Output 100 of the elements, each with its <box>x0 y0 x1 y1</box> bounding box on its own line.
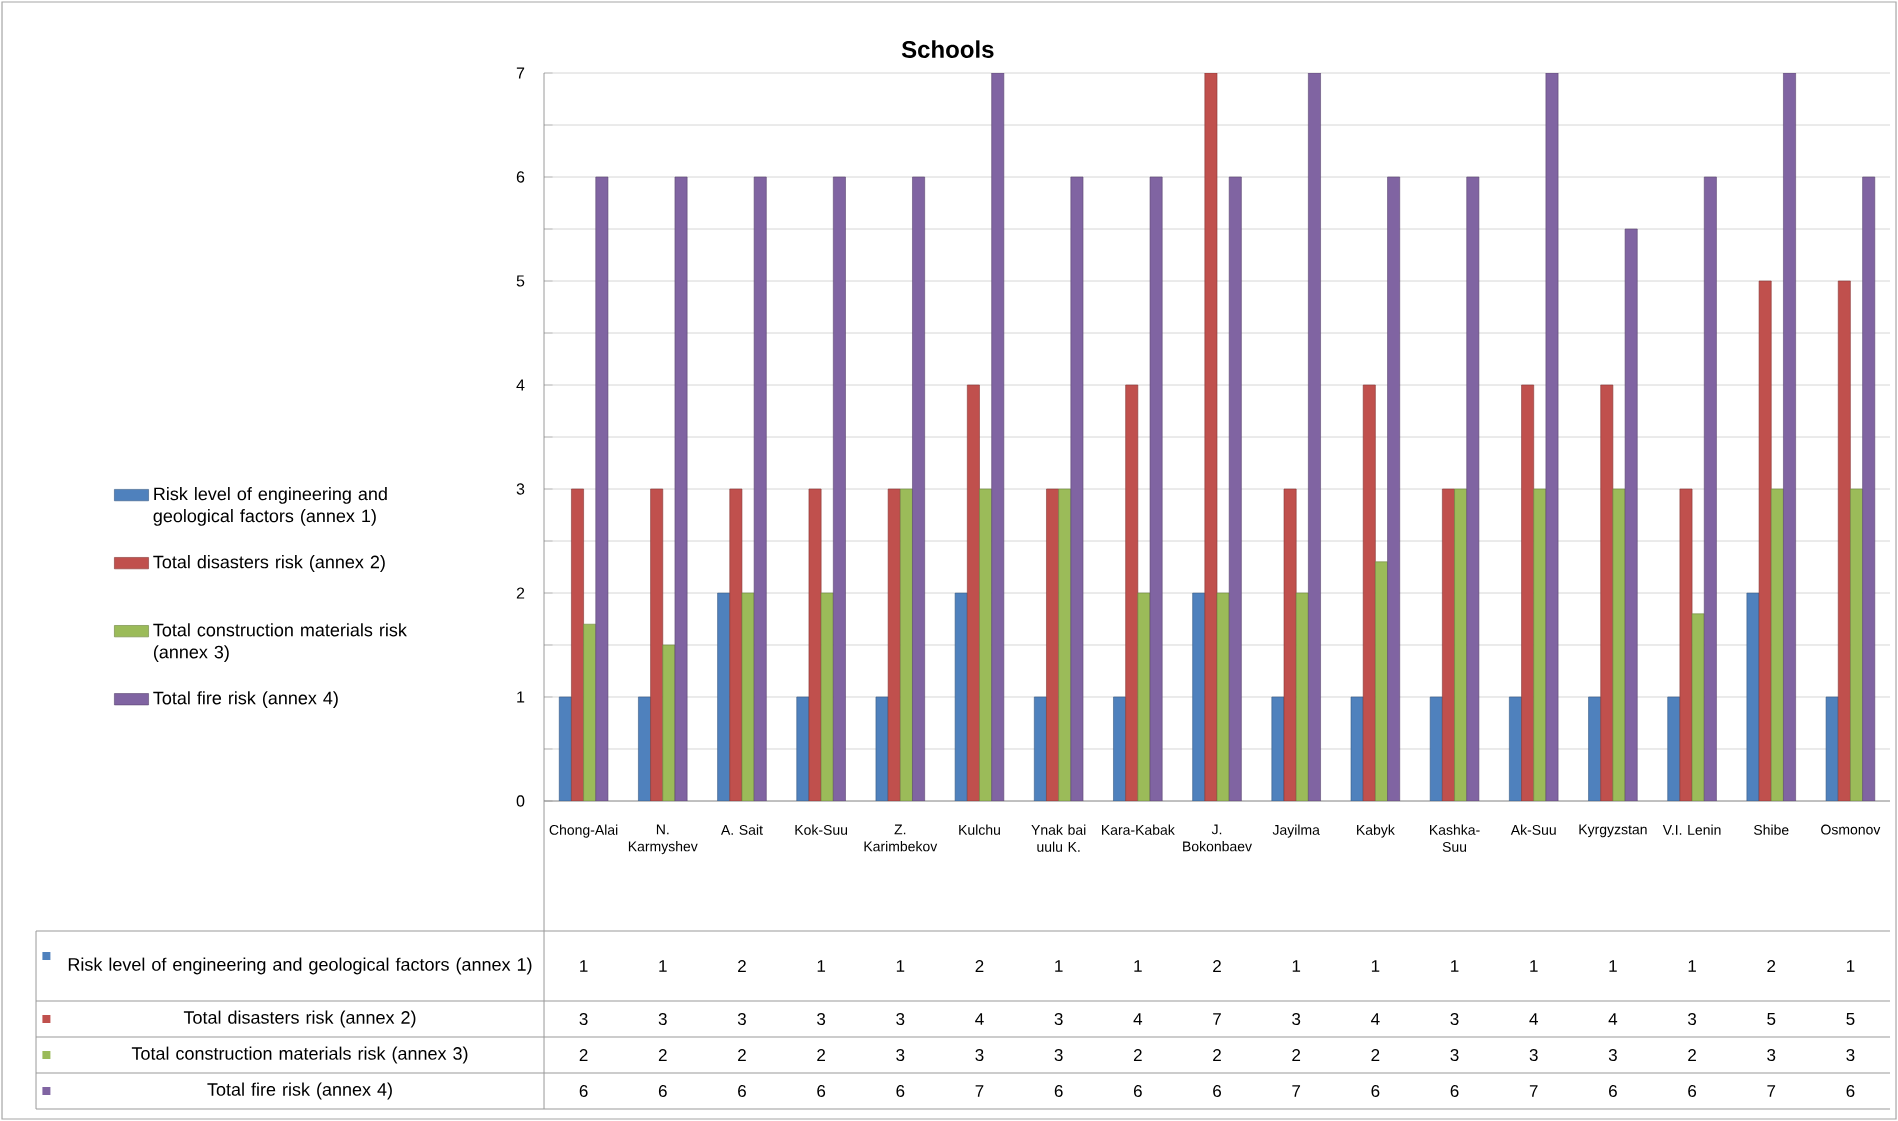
bar <box>753 176 767 801</box>
data-label: 6 <box>1054 1085 1063 1098</box>
data-label: 1 <box>1134 960 1142 972</box>
data-label: 6 <box>1213 1085 1222 1098</box>
bar <box>1387 176 1401 801</box>
x-tick-label: Chong-Alai <box>549 824 618 838</box>
bar <box>1454 488 1468 801</box>
x-tick-label: A. Sait <box>720 824 763 835</box>
x-tick-label: Kok-Suu <box>795 824 848 835</box>
bar <box>583 623 597 801</box>
bar <box>1137 592 1151 801</box>
data-label: 1 <box>817 960 826 972</box>
bar <box>1600 384 1614 801</box>
bar <box>967 384 980 801</box>
legend-label: Total disasters risk (annex 2) <box>153 555 385 572</box>
bar <box>1228 176 1242 801</box>
bar <box>741 592 755 801</box>
bar <box>1442 488 1455 801</box>
text: Total disasters risk (annex 2) <box>183 1010 416 1028</box>
data-label: 3 <box>1054 1048 1063 1062</box>
bar <box>1271 696 1285 801</box>
data-label: 6 <box>738 1085 746 1098</box>
bar <box>887 488 901 801</box>
data-label: 3 <box>737 1012 746 1026</box>
legend-label: Total construction materials risk (annex 3) <box>153 623 407 662</box>
data-label: 2 <box>1213 1049 1221 1061</box>
bar <box>1070 176 1084 801</box>
data-label: 3 <box>1054 1012 1063 1026</box>
data-label: 7 <box>1213 1013 1221 1025</box>
data-label: 7 <box>1529 1085 1538 1097</box>
bar <box>900 488 913 801</box>
bar <box>558 696 572 801</box>
y-tick-label: 3 <box>516 483 525 495</box>
bar <box>1295 592 1309 801</box>
bar <box>1679 488 1693 801</box>
legend-label: Risk level of engineering and geological factors (annex 1) <box>68 957 532 975</box>
y-tick-label: 6 <box>516 171 525 183</box>
data-label: 3 <box>1846 1048 1855 1062</box>
x-tick-label: Jayilma <box>1272 824 1320 838</box>
data-label: 2 <box>738 960 746 972</box>
x-tick-label: Z. Karimbekov <box>864 824 938 852</box>
data-label: 6 <box>1846 1085 1855 1098</box>
bar <box>1046 488 1059 801</box>
legend-label: Total fire risk (annex 4) <box>153 691 338 708</box>
bar <box>717 592 731 801</box>
bar <box>1216 592 1230 801</box>
data-label: 1 <box>1846 960 1855 972</box>
x-tick-label: Ynak bai uulu K. <box>1031 824 1086 852</box>
bar <box>1667 696 1681 801</box>
data-label: 2 <box>1767 960 1776 972</box>
bar <box>1624 228 1638 801</box>
bar <box>796 696 810 801</box>
bar <box>1533 488 1547 801</box>
bar <box>875 696 889 801</box>
data-label: 3 <box>817 1012 826 1026</box>
bar <box>912 176 925 801</box>
data-label: 3 <box>896 1012 905 1026</box>
y-tick-label: 0 <box>516 795 525 807</box>
bar <box>1429 696 1443 801</box>
x-tick-label: J. Bokonbaev <box>1183 824 1252 852</box>
data-label: 3 <box>1529 1048 1538 1062</box>
bar <box>1350 696 1364 801</box>
bar <box>1770 488 1784 801</box>
data-label: 3 <box>579 1012 588 1026</box>
data-label: 2 <box>817 1049 825 1061</box>
bar <box>833 176 846 801</box>
data-label: 4 <box>1529 1013 1538 1025</box>
data-label: 1 <box>1292 960 1301 972</box>
y-tick-label: 2 <box>516 587 525 599</box>
x-tick-label: Kyrgyzstan <box>1579 824 1647 838</box>
bar <box>820 592 834 801</box>
data-label: 4 <box>1608 1013 1618 1025</box>
data-label: 7 <box>1767 1085 1776 1097</box>
data-label: 6 <box>1609 1085 1617 1098</box>
bar <box>595 176 609 801</box>
data-label: 1 <box>659 960 667 972</box>
data-label: 7 <box>1292 1085 1301 1097</box>
bar <box>1509 696 1522 801</box>
data-label: 6 <box>579 1085 588 1098</box>
data-label: 2 <box>1371 1049 1380 1061</box>
x-tick-label: Kara-Kabak <box>1102 824 1175 835</box>
x-tick-label: V.I. Lenin <box>1662 824 1721 835</box>
bar <box>808 488 822 801</box>
bar <box>954 592 968 801</box>
data-label: 1 <box>1371 960 1380 972</box>
bar <box>662 644 676 801</box>
bar <box>1703 176 1717 801</box>
bar <box>1825 696 1839 801</box>
chart-title: Schools <box>901 40 994 58</box>
data-label: 3 <box>1767 1048 1776 1062</box>
data-label: 2 <box>658 1049 667 1061</box>
data-label: 4 <box>1371 1013 1380 1025</box>
data-label: 1 <box>896 960 905 972</box>
x-tick-label: Shibe <box>1753 824 1789 835</box>
data-label: 6 <box>1371 1085 1380 1098</box>
data-label: 2 <box>1688 1049 1696 1061</box>
data-label: 2 <box>1292 1049 1301 1061</box>
data-label: 1 <box>1451 960 1459 972</box>
data-label: 6 <box>896 1085 905 1098</box>
y-tick-label: 4 <box>516 379 525 391</box>
